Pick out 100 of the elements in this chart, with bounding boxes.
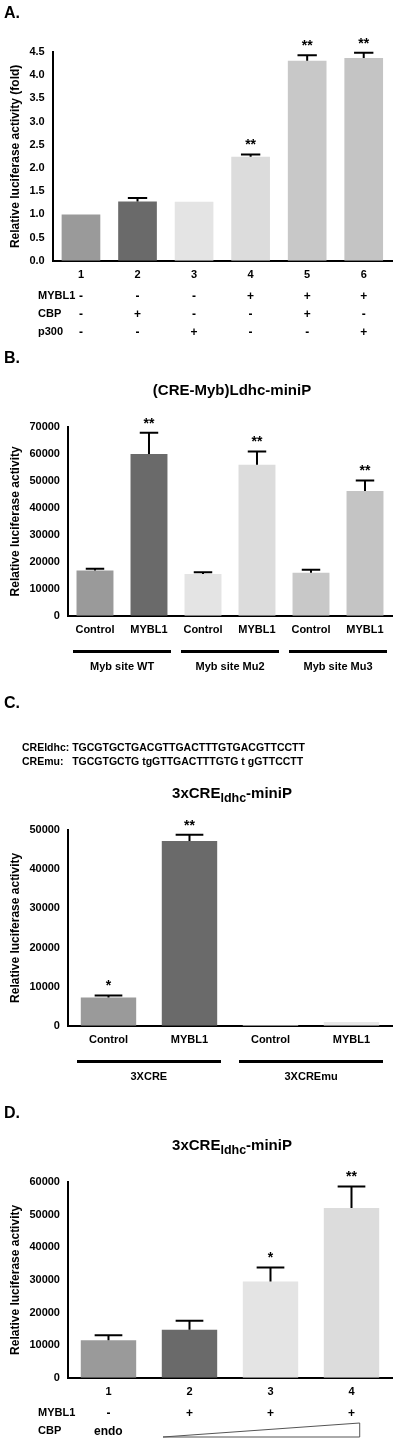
bar [130,453,168,616]
bar [161,1329,218,1378]
x-tick-label: 4 [348,1385,356,1398]
y-tick-label: 70000 [29,420,60,433]
data-label: * [105,977,112,994]
y-tick-label: 1.5 [29,184,45,197]
y-tick-label: 50000 [29,473,60,486]
bar [61,214,101,261]
y-tick-label: 0 [53,1370,60,1383]
y-tick-label: 20000 [29,1305,60,1318]
x-tick-label: MYBL1 [332,1033,371,1046]
y-tick-label: 2.5 [29,137,45,150]
bar [231,156,270,261]
y-tick-label: 0.0 [29,253,45,266]
text: MYBL1 - + + + [38,1406,355,1420]
x-tick-label: 2 [134,268,141,281]
bar [242,1281,299,1378]
bar [292,572,330,616]
text: B. [4,349,20,367]
y-tick-label: 40000 [29,862,60,875]
y-tick-label: 30000 [29,1272,60,1285]
y-tick-label: 50000 [29,823,60,836]
data-label: ** [184,816,196,833]
x-tick-label: MYBL1 [238,623,276,636]
text: Myb site WT [89,660,155,672]
text: MYBL1 - - - + + + [38,289,368,303]
data-label: ** [143,414,155,431]
x-tick-label: MYBL1 [130,623,168,636]
y-tick-label: 0.5 [29,230,45,243]
text: 3XCREmu [284,1070,338,1082]
x-tick-label: Control [183,623,223,636]
chart-title: (CRE-Myb)Ldhc-miniP [151,381,313,398]
bar [80,997,137,1026]
x-tick-label: 3 [191,268,198,281]
bar [118,201,157,261]
bar [344,58,384,261]
y-tick-label: 4.0 [29,68,45,81]
x-tick-label: Control [250,1033,291,1046]
text: D. [4,1104,20,1122]
x-tick-label: 1 [77,268,85,281]
text: CBP - + - - + - [38,307,366,321]
y-axis-title: Relative luciferase activity (fold) [7,64,22,249]
y-tick-label: 20000 [29,554,60,567]
x-tick-label: 2 [186,1385,193,1398]
chart-title: 3xCRE$_{ldhc}$-miniP [171,1136,293,1157]
y-tick-label: 30000 [29,901,60,914]
data-label: ** [346,1168,358,1185]
text: p300 - - + - - + [38,325,368,339]
bar [238,464,276,616]
y-axis-title: Relative luciferase activity [7,852,22,1003]
text: A. [4,4,20,22]
data-label: ** [301,37,314,54]
bar [80,1340,137,1378]
data-label: ** [358,34,370,51]
x-tick-label: MYBL1 [346,623,384,636]
data-label: ** [359,462,371,479]
x-tick-label: 5 [304,268,311,281]
y-tick-label: 20000 [29,940,60,953]
x-tick-label: Control [88,1033,129,1046]
y-tick-label: 10000 [29,1338,60,1351]
y-tick-label: 10000 [29,581,60,594]
x-tick-label: 3 [267,1385,274,1398]
x-tick-label: Control [291,623,331,636]
text: Myb site Mu3 [303,660,373,672]
y-axis-title: Relative luciferase activity [7,1204,22,1355]
y-tick-label: 10000 [29,979,60,992]
bar [76,570,114,616]
bar [174,201,214,261]
bar [161,840,218,1026]
y-axis-title: Relative luciferase activity [7,446,22,597]
x-tick-label: MYBL1 [170,1033,209,1046]
y-tick-label: 40000 [29,1240,60,1253]
text: Myb site Mu2 [195,660,265,672]
y-tick-label: 3.0 [29,114,45,127]
bar [184,573,222,616]
y-tick-label: 0 [53,608,60,621]
x-tick-label: Control [75,623,115,636]
data-label: * [267,1249,274,1266]
y-tick-label: 3.5 [29,91,45,104]
chart-subtitle: CREldhc: TGCGTGCTGACGTTGACTTTGTGACGTTCCTT CREmu: TGCGTGCTG tgGTTGACTTTGTG t gGTTCCTT [22,740,305,768]
bar [323,1208,380,1378]
text: CBP endo [38,1424,123,1438]
y-tick-label: 4.5 [29,45,45,58]
y-tick-label: 40000 [29,500,60,513]
y-tick-label: 0 [53,1018,60,1031]
x-tick-label: 1 [105,1385,112,1398]
x-tick-label: 4 [247,268,255,281]
chart-title: 3xCRE$_{ldhc}$-miniP [171,784,293,805]
text: C. [4,694,20,712]
data-label: ** [245,136,257,153]
y-tick-label: 30000 [29,527,60,540]
data-label: ** [251,433,263,450]
text: 3XCRE [130,1070,168,1082]
y-tick-label: 60000 [29,447,60,459]
x-tick-label: 6 [360,268,367,281]
bar [346,490,384,616]
y-tick-label: 2.0 [29,161,45,174]
bar [287,60,327,261]
y-tick-label: 60000 [29,1175,60,1188]
y-tick-label: 50000 [29,1207,60,1220]
